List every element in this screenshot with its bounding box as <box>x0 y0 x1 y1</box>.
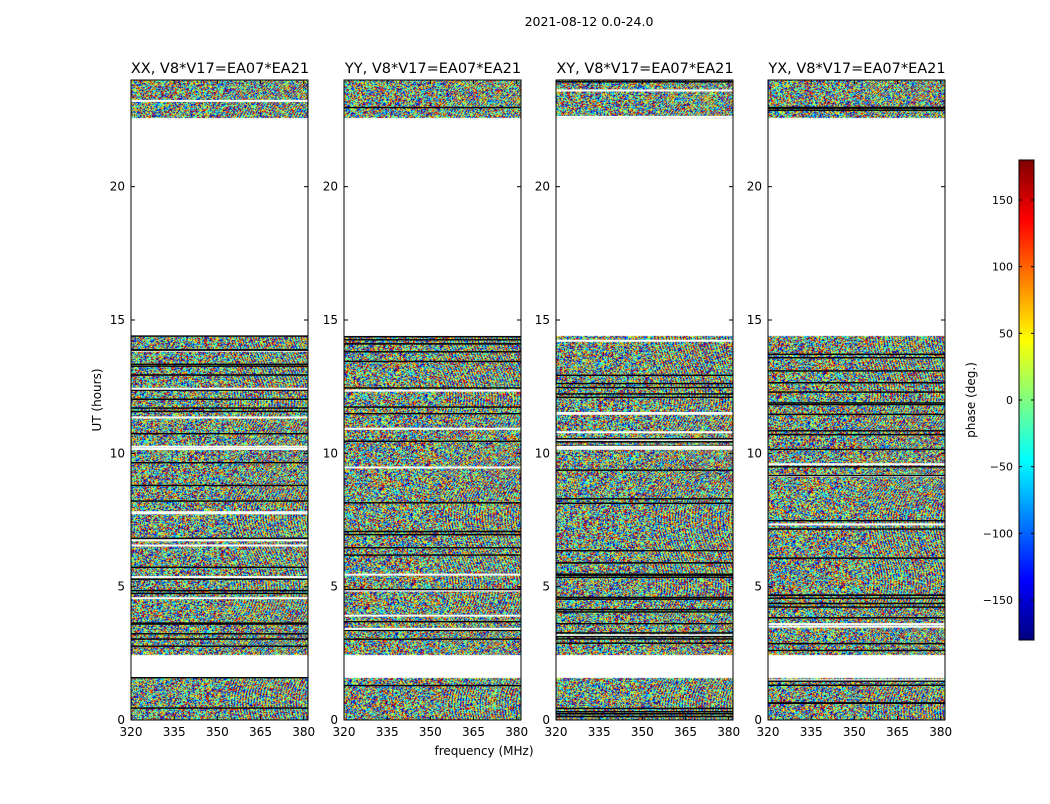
panel-title-xx: XX, V8*V17=EA07*EA21 <box>131 61 309 77</box>
colorbar-tick-label: 150 <box>992 194 1013 207</box>
x-tick-label: 335 <box>376 725 399 739</box>
y-tick-label: 10 <box>110 446 125 460</box>
x-tick-label: 365 <box>674 725 697 739</box>
colorbar-tick-label: −50 <box>990 461 1013 474</box>
axes-frame <box>767 79 946 721</box>
x-tick-label: 380 <box>292 725 315 739</box>
panel-title-yx: YX, V8*V17=EA07*EA21 <box>767 61 945 77</box>
x-tick-label: 350 <box>419 725 442 739</box>
colorbar-ticks: −150 −100 −50 0 50 100 150 <box>983 194 1034 607</box>
axes-frame <box>343 79 522 721</box>
y-tick-label: 0 <box>330 713 338 727</box>
heatmap-image <box>344 80 521 720</box>
x-tick-label: 365 <box>462 725 485 739</box>
y-axis-label: UT (hours) <box>90 368 104 431</box>
heatmap-image <box>768 80 945 720</box>
x-tick-label: 320 <box>757 725 780 739</box>
x-tick-label: 320 <box>333 725 356 739</box>
y-tick-label: 5 <box>754 580 762 594</box>
panel-xx: XX, V8*V17=EA07*EA21 320 335 350 365 380 0 5 10… <box>110 61 315 739</box>
y-tick-label: 20 <box>110 180 125 194</box>
x-tick-label: 350 <box>843 725 866 739</box>
y-tick-label: 0 <box>542 713 550 727</box>
y-tick-label: 20 <box>747 180 762 194</box>
colorbar-tick-label: 100 <box>992 261 1013 274</box>
x-tick-label: 335 <box>163 725 186 739</box>
x-axis-label: frequency (MHz) <box>434 744 533 758</box>
heatmap-xx: 320 335 350 365 380 0 5 10 15 20 <box>110 79 315 739</box>
y-tick-label: 20 <box>323 180 338 194</box>
y-tick-label: 15 <box>535 313 550 327</box>
colorbar-tick-label: −100 <box>983 527 1013 540</box>
figure-title: 2021-08-12 0.0-24.0 <box>525 14 654 29</box>
y-tick-label: 10 <box>535 446 550 460</box>
y-tick-label: 15 <box>747 313 762 327</box>
axes-frame <box>555 79 734 721</box>
colorbar-label: phase (deg.) <box>964 362 978 438</box>
y-tick-label: 20 <box>535 180 550 194</box>
x-tick-label: 335 <box>588 725 611 739</box>
x-tick-label: 320 <box>545 725 568 739</box>
panel-yy: YY, V8*V17=EA07*EA21 320 335 350 365 380 0 5 10… <box>323 61 528 739</box>
x-tick-label: 380 <box>929 725 952 739</box>
y-tick-label: 5 <box>330 580 338 594</box>
y-tick-label: 0 <box>117 713 125 727</box>
y-tick-label: 5 <box>542 580 550 594</box>
panel-title-yy: YY, V8*V17=EA07*EA21 <box>344 61 521 77</box>
panel-xy: XY, V8*V17=EA07*EA21 320 335 350 365 380 0 5 10… <box>535 61 740 739</box>
colorbar-tick-label: 50 <box>999 327 1013 340</box>
heatmap-image <box>556 80 733 720</box>
y-tick-label: 10 <box>747 446 762 460</box>
y-tick-label: 10 <box>323 446 338 460</box>
y-tick-label: 15 <box>110 313 125 327</box>
colorbar-tick-label: −150 <box>983 594 1013 607</box>
x-tick-label: 365 <box>886 725 909 739</box>
y-tick-label: 15 <box>323 313 338 327</box>
x-tick-label: 365 <box>249 725 272 739</box>
axes-frame <box>130 79 309 721</box>
panel-title-xy: XY, V8*V17=EA07*EA21 <box>556 61 733 77</box>
colorbar: −150 −100 −50 0 50 100 150 phase (deg.) <box>964 159 1035 641</box>
panel-yx: YX, V8*V17=EA07*EA21 320 335 350 365 380 0 5 10… <box>747 61 952 739</box>
x-tick-label: 350 <box>206 725 229 739</box>
colorbar-tick-label: 0 <box>1006 394 1013 407</box>
x-tick-label: 320 <box>120 725 143 739</box>
x-tick-label: 335 <box>800 725 823 739</box>
x-tick-label: 350 <box>631 725 654 739</box>
heatmap-xy: 320 335 350 365 380 0 5 10 15 20 <box>535 79 740 739</box>
heatmap-yy: 320 335 350 365 380 0 5 10 15 20 <box>323 79 528 739</box>
x-tick-label: 380 <box>505 725 528 739</box>
x-tick-label: 380 <box>717 725 740 739</box>
heatmap-yx: 320 335 350 365 380 0 5 10 15 20 <box>747 79 952 739</box>
y-tick-label: 0 <box>754 713 762 727</box>
y-tick-label: 5 <box>117 580 125 594</box>
